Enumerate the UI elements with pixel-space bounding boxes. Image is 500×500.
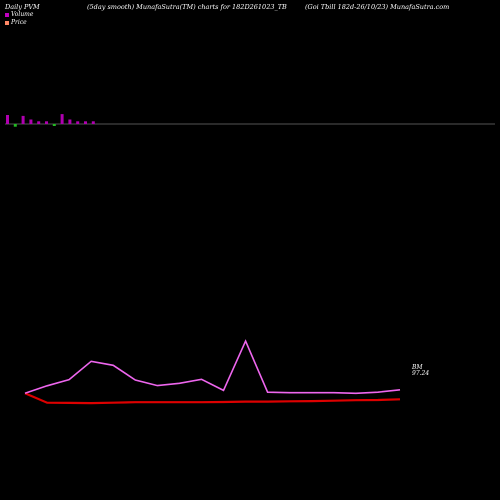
volume-bar [60, 114, 64, 124]
volume-bar [37, 121, 41, 124]
legend-price: Price [5, 19, 27, 26]
chart-header-right: (Goi Tbill 182d-26/10/23) MunafaSutra.co… [305, 3, 450, 11]
chart-header-left: Daily PVM [5, 3, 40, 11]
end-label-top: BM [411, 364, 423, 371]
price-series-line [24, 392, 401, 405]
pvm-series-line [24, 339, 401, 395]
chart-header-center: (5day smooth) MunafaSutra(TM) charts for… [87, 3, 287, 11]
volume-bar [6, 115, 9, 124]
legend-volume: Volume [5, 11, 33, 18]
volume-bar [52, 124, 56, 126]
volume-bar [45, 121, 48, 124]
volume-bar [91, 121, 95, 124]
legend-volume-swatch [5, 12, 9, 17]
volume-bar [84, 121, 87, 124]
volume-bar [76, 121, 80, 124]
volume-bar [29, 119, 33, 124]
volume-bar [21, 115, 25, 124]
legend-volume-label: Volume [11, 11, 34, 18]
volume-bar [68, 119, 72, 124]
end-label-bottom: 97.24 [412, 370, 429, 377]
legend-price-label: Price [11, 19, 27, 26]
volume-bars [6, 114, 95, 127]
legend-price-swatch [5, 20, 9, 25]
volume-bar [13, 124, 17, 127]
